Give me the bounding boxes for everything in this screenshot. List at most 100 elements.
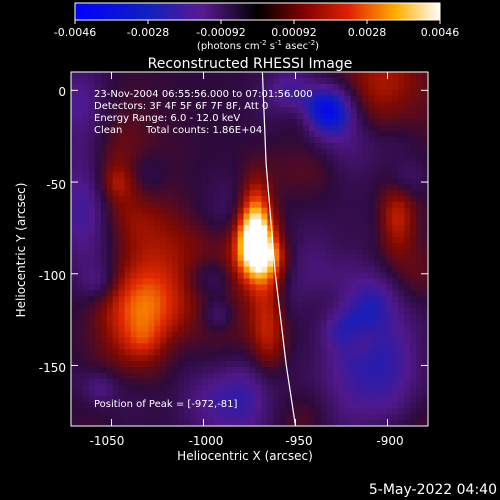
heatmap-cell: [88, 278, 96, 285]
heatmap-cell: [190, 249, 197, 256]
heatmap-cell: [386, 119, 393, 126]
heatmap-cell: [273, 349, 280, 356]
heatmap-cell: [172, 131, 179, 138]
heatmap-cell: [249, 296, 257, 303]
heatmap-cell: [243, 290, 251, 297]
heatmap-cell: [201, 190, 209, 197]
heatmap-cell: [404, 408, 411, 415]
heatmap-cell: [213, 343, 221, 350]
heatmap-cell: [225, 213, 233, 221]
heatmap-cell: [172, 125, 179, 132]
heatmap-cell: [207, 201, 215, 209]
heatmap-cell: [410, 201, 417, 209]
y-tick-label: -50: [46, 178, 66, 192]
heatmap-cell: [94, 337, 102, 344]
heatmap-cell: [249, 219, 257, 226]
heatmap-cell: [374, 396, 381, 403]
heatmap-cell: [267, 166, 274, 173]
heatmap-cell: [94, 184, 102, 191]
heatmap-cell: [422, 349, 428, 356]
heatmap-cell: [76, 207, 84, 215]
heatmap-cell: [291, 231, 298, 238]
heatmap-cell: [154, 119, 161, 126]
heatmap-cell: [386, 154, 393, 162]
heatmap-cell: [404, 284, 411, 291]
heatmap-cell: [142, 396, 149, 403]
heatmap-cell: [195, 83, 203, 91]
heatmap-cell: [356, 361, 364, 368]
heatmap-cell: [100, 131, 108, 138]
heatmap-cell: [303, 142, 310, 150]
heatmap-cell: [190, 225, 197, 232]
heatmap-cell: [362, 355, 370, 362]
heatmap-cell: [404, 302, 411, 309]
heatmap-cell: [237, 160, 245, 167]
heatmap-cell: [273, 355, 280, 362]
heatmap-cell: [332, 420, 340, 426]
heatmap-cell: [255, 72, 262, 79]
heatmap-cell: [184, 361, 191, 368]
heatmap-cell: [398, 278, 405, 285]
heatmap-cell: [249, 237, 257, 244]
heatmap-cell: [320, 166, 328, 173]
heatmap-cell: [356, 225, 364, 232]
heatmap-cell: [344, 77, 352, 85]
heatmap-cell: [356, 254, 364, 262]
heatmap-cell: [404, 89, 411, 97]
heatmap-cell: [356, 266, 364, 274]
heatmap-cell: [82, 302, 90, 309]
heatmap-cell: [112, 166, 120, 173]
heatmap-cell: [94, 195, 102, 203]
heatmap-cell: [166, 254, 173, 262]
heatmap-cell: [356, 72, 364, 79]
heatmap-cell: [201, 154, 209, 162]
heatmap-cell: [237, 184, 245, 191]
heatmap-cell: [273, 390, 280, 398]
heatmap-cell: [172, 372, 179, 380]
heatmap-cell: [136, 290, 143, 297]
heatmap-cell: [166, 89, 173, 97]
heatmap-cell: [255, 272, 262, 280]
heatmap-cell: [88, 136, 96, 144]
heatmap-cell: [279, 290, 286, 297]
heatmap-cell: [410, 290, 417, 297]
heatmap-cell: [392, 225, 399, 232]
heatmap-cell: [279, 343, 286, 350]
heatmap-cell: [201, 243, 209, 250]
heatmap-cell: [148, 95, 155, 103]
heatmap-cell: [243, 349, 251, 356]
heatmap-cell: [255, 402, 262, 409]
heatmap-cell: [142, 207, 149, 215]
heatmap-cell: [231, 166, 239, 173]
heatmap-cell: [404, 278, 411, 285]
heatmap-cell: [410, 420, 417, 426]
heatmap-cell: [231, 249, 239, 256]
heatmap-cell: [374, 378, 381, 386]
heatmap-cell: [166, 172, 173, 179]
heatmap-cell: [249, 95, 257, 103]
heatmap-cell: [249, 260, 257, 268]
heatmap-cell: [154, 237, 161, 244]
heatmap-cell: [422, 154, 428, 162]
heatmap-cell: [231, 378, 239, 386]
heatmap-cell: [94, 213, 102, 221]
heatmap-cell: [142, 319, 149, 327]
heatmap-cell: [178, 207, 185, 215]
heatmap-cell: [380, 266, 387, 274]
heatmap-cell: [285, 190, 292, 197]
heatmap-cell: [416, 243, 423, 250]
heatmap-cell: [422, 190, 428, 197]
heatmap-cell: [225, 319, 233, 327]
heatmap-cell: [190, 367, 197, 374]
heatmap-cell: [160, 201, 167, 209]
heatmap-cell: [386, 284, 393, 291]
heatmap-cell: [195, 319, 203, 327]
heatmap-cell: [362, 72, 370, 79]
heatmap-cell: [338, 361, 346, 368]
heatmap-cell: [207, 337, 215, 344]
heatmap-cell: [106, 396, 114, 403]
heatmap-cell: [207, 396, 215, 403]
heatmap-cell: [100, 396, 108, 403]
heatmap-cell: [362, 95, 370, 103]
heatmap-cell: [237, 125, 245, 132]
